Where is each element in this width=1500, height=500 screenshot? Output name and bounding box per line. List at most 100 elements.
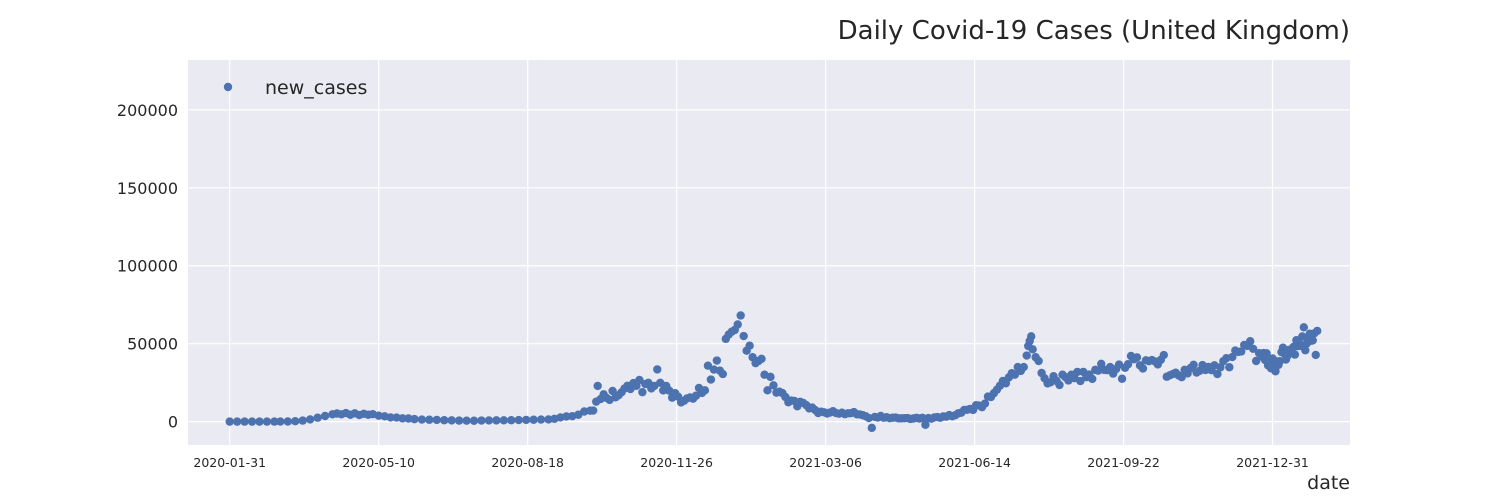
y-tick-label: 200000	[117, 101, 178, 120]
data-point	[262, 417, 272, 426]
chart-title: Daily Covid-19 Cases (United Kingdom)	[837, 16, 1350, 46]
y-tick-label: 150000	[117, 179, 178, 198]
data-point	[1159, 350, 1168, 360]
x-tick-label: 2021-12-31	[1236, 455, 1309, 470]
data-point	[745, 341, 754, 350]
data-point	[492, 416, 501, 425]
data-point	[514, 415, 523, 425]
data-point	[240, 417, 249, 426]
data-point	[763, 386, 772, 395]
data-point	[462, 416, 471, 425]
data-point	[918, 413, 927, 423]
x-tick-label: 2021-06-14	[938, 455, 1011, 470]
y-tick-label: 100000	[117, 257, 178, 276]
data-point	[1123, 360, 1133, 369]
data-point	[1019, 362, 1028, 372]
data-point	[484, 416, 494, 425]
data-point	[1216, 363, 1225, 372]
data-point	[1245, 336, 1255, 346]
data-point	[1237, 347, 1246, 356]
data-point	[1248, 344, 1258, 354]
data-point	[1026, 332, 1036, 341]
data-point	[447, 416, 456, 425]
data-point	[700, 386, 710, 395]
data-point	[757, 354, 766, 363]
data-point	[283, 417, 293, 426]
data-point	[766, 372, 775, 382]
x-tick-label: 2021-03-06	[789, 455, 862, 470]
data-point	[703, 361, 713, 370]
data-point	[1271, 367, 1280, 376]
data-point	[1228, 352, 1237, 362]
data-point	[638, 387, 647, 397]
legend-marker	[223, 82, 233, 92]
legend-label: new_cases	[265, 77, 367, 99]
data-point	[980, 399, 990, 408]
data-point	[608, 386, 617, 396]
data-point	[232, 417, 242, 426]
data-point	[1299, 323, 1309, 332]
data-point	[536, 415, 546, 424]
data-point	[706, 375, 716, 384]
data-point	[1189, 360, 1198, 370]
x-tick-label: 2021-09-22	[1087, 455, 1160, 470]
x-tick-label: 2020-05-10	[342, 455, 415, 470]
data-point	[247, 417, 257, 426]
data-point	[1132, 353, 1142, 362]
data-point	[477, 416, 486, 425]
data-point	[593, 381, 602, 391]
data-point	[425, 415, 434, 424]
x-axis-label: date	[1307, 472, 1350, 494]
data-point	[276, 417, 285, 426]
data-point	[432, 415, 441, 425]
data-point	[1290, 350, 1300, 359]
data-point	[1117, 374, 1127, 383]
data-point	[313, 413, 322, 422]
data-point	[529, 415, 538, 424]
data-point	[739, 331, 748, 341]
data-point	[712, 356, 722, 365]
data-point	[521, 415, 531, 425]
data-point	[635, 375, 644, 385]
data-point	[1076, 376, 1085, 386]
data-point	[320, 411, 330, 421]
data-point	[653, 365, 662, 374]
data-point	[410, 414, 419, 424]
data-point	[1034, 356, 1043, 366]
data-point	[440, 416, 449, 425]
data-point	[769, 381, 778, 390]
y-tick-label: 50000	[127, 335, 178, 354]
data-point	[1262, 349, 1271, 358]
data-point	[1311, 350, 1320, 360]
data-point	[499, 416, 509, 425]
data-point	[507, 416, 516, 425]
data-point	[255, 417, 264, 426]
data-point	[386, 413, 395, 422]
data-point	[1225, 363, 1234, 372]
data-point	[562, 412, 571, 421]
plot-background	[188, 60, 1350, 445]
data-point	[1213, 369, 1222, 379]
data-point	[718, 369, 728, 379]
data-point	[291, 417, 300, 426]
data-point	[1073, 367, 1082, 377]
data-point	[417, 415, 427, 424]
data-point	[921, 420, 930, 429]
x-tick-label: 2020-11-26	[640, 455, 713, 470]
data-point	[1308, 336, 1317, 345]
y-tick-label: 0	[168, 413, 178, 432]
data-point	[1251, 356, 1261, 366]
data-point	[1022, 351, 1031, 360]
data-point	[1313, 326, 1322, 336]
data-point	[736, 311, 745, 320]
data-point	[1301, 346, 1310, 355]
data-point	[454, 416, 464, 425]
data-point	[733, 320, 742, 329]
data-point	[270, 417, 279, 426]
x-tick-label: 2020-01-31	[193, 455, 266, 470]
data-point	[1138, 364, 1148, 373]
data-point	[305, 415, 315, 424]
data-point	[1055, 380, 1064, 390]
